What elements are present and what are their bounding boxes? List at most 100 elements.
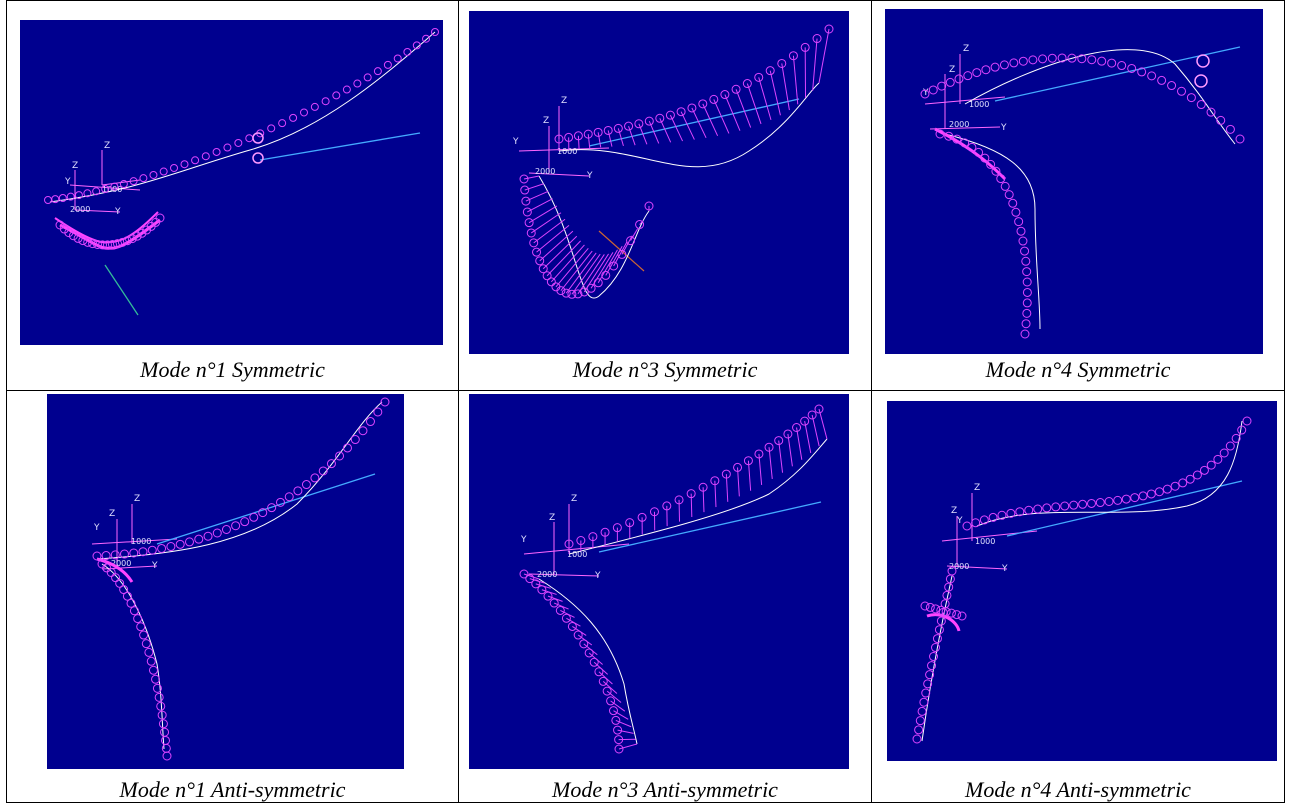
axis-z-label: Z [561, 96, 567, 106]
mode-node-circle [973, 69, 981, 77]
mode-node-circle [213, 529, 221, 537]
mode-stem-line [670, 115, 682, 141]
mode-node-circle [523, 208, 531, 216]
mode-node-circle [120, 181, 127, 188]
mode-node-circle [1243, 417, 1251, 425]
mode-stem-line [759, 454, 762, 485]
mode-node-circle [915, 726, 923, 734]
mode-node-circle [213, 148, 220, 155]
mode-node-circle [1070, 501, 1078, 509]
plot-mode3-symmetric: Z Z Y Y 1000 2000 [469, 11, 849, 354]
mode-stem-line [578, 136, 579, 149]
mode-node-circle [556, 606, 564, 614]
plot-mode4-symmetric: Z Z Y Y 1000 2000 [885, 9, 1263, 354]
axis-y-label: Y [93, 523, 100, 533]
mode-node-circle [1171, 482, 1179, 490]
mode-node-circle [354, 80, 361, 87]
mode-node-circle [932, 605, 940, 613]
mode-node-circle [268, 125, 275, 132]
mode-node-circle [202, 153, 209, 160]
mode-node-circle [147, 657, 155, 665]
mode-stem-line [736, 89, 751, 127]
mode-node-circle [913, 735, 921, 743]
mode-node-circle [302, 481, 310, 489]
mode-node-circle [921, 602, 929, 610]
axis-z-label-2: Z [949, 65, 955, 75]
mode-node-circle [127, 599, 135, 607]
marker-1000: 1000 [567, 550, 587, 559]
mode-node-circle [1019, 237, 1027, 245]
mode-node-circle [935, 626, 943, 634]
axes-group [70, 150, 140, 212]
mode-node-circle [195, 535, 203, 543]
mode-node-circle [991, 63, 999, 71]
mode-node-circle [933, 635, 941, 643]
mode-node-circle [982, 66, 990, 74]
mode-stem-line [534, 219, 565, 243]
mode-node-circle [279, 120, 286, 127]
mode-node-circle [148, 546, 156, 554]
mode-node-circle [145, 648, 153, 656]
mode-node-circle [45, 197, 52, 204]
mode-node-circle [232, 522, 240, 530]
mode-node-circle [107, 568, 115, 576]
mode-node-circle [1114, 496, 1122, 504]
mode-stem-line [813, 39, 817, 91]
axis-z-label-2: Z [951, 506, 957, 516]
marker-2000: 2000 [949, 562, 969, 571]
mode-node-circle [176, 540, 184, 548]
mode-stem-line [770, 71, 780, 116]
cell-mode3-symmetric: Z Z Y Y 1000 2000 Mode n°3 Symmetric [459, 1, 872, 391]
marker-2000: 2000 [537, 570, 557, 579]
mode-node-circle [645, 117, 653, 125]
mode-node-circle [163, 752, 171, 760]
mode-node-circle [1108, 59, 1116, 67]
mode-node-circle [224, 144, 231, 151]
mode-node-circle [140, 631, 148, 639]
mode-node-circle [594, 279, 602, 287]
caption: Mode n°1 Anti-symmetric [7, 777, 458, 803]
mode-node-circle [1207, 108, 1215, 116]
marker-1000: 1000 [975, 537, 995, 546]
mode-stem-line [556, 248, 588, 287]
mode-node-circle [1022, 320, 1030, 328]
axis-z-label-2: Z [549, 513, 555, 523]
mode-node-circle [374, 408, 382, 416]
mode-node-circle [1158, 76, 1166, 84]
mode-node-circle [530, 239, 538, 247]
mode-node-circle [192, 157, 199, 164]
axis-z-label: Z [104, 141, 110, 151]
axis-y-label-2: Y [114, 207, 121, 217]
cell-mode4-antisymmetric: Z Z Y Y 1000 2000 Mode n°4 Anti-symmetri… [872, 391, 1285, 803]
mode-node-circle [1139, 492, 1147, 500]
mode-node-circle [550, 599, 558, 607]
mode-node-circle [920, 698, 928, 706]
mode-node-circle [364, 74, 371, 81]
mode-circles [520, 25, 833, 298]
mode-node-circle [1048, 54, 1056, 62]
mode-node-circle [93, 188, 100, 195]
mode-node-circle [710, 95, 718, 103]
mode-stem-line [681, 112, 694, 140]
mode-node-circle [142, 640, 150, 648]
mode-node-circle [134, 615, 142, 623]
mode-node-circle [521, 186, 529, 194]
caption: Mode n°4 Symmetric [872, 357, 1284, 383]
axis-y-label-2: Y [1001, 564, 1008, 574]
mode-node-circle [1012, 208, 1020, 216]
axis-z-label: Z [134, 494, 140, 504]
cell-mode1-symmetric: Z Z Y Y 1000 2000 [7, 1, 459, 391]
mode-node-circle [1039, 55, 1047, 63]
mode-stem-line [598, 132, 601, 147]
mode-node-circle [527, 229, 535, 237]
mode-node-circle [1178, 87, 1186, 95]
mode-node-circle [1105, 498, 1113, 506]
mode-stem-line [613, 711, 628, 720]
mode-node-circle [1023, 288, 1031, 296]
mode-node-circle [1010, 59, 1018, 67]
mode-node-circle [953, 611, 961, 619]
axis-z-label: Z [571, 494, 577, 504]
mode-node-circle [139, 548, 147, 556]
caption: Mode n°3 Symmetric [459, 357, 871, 383]
mode-stem-line [769, 447, 772, 479]
